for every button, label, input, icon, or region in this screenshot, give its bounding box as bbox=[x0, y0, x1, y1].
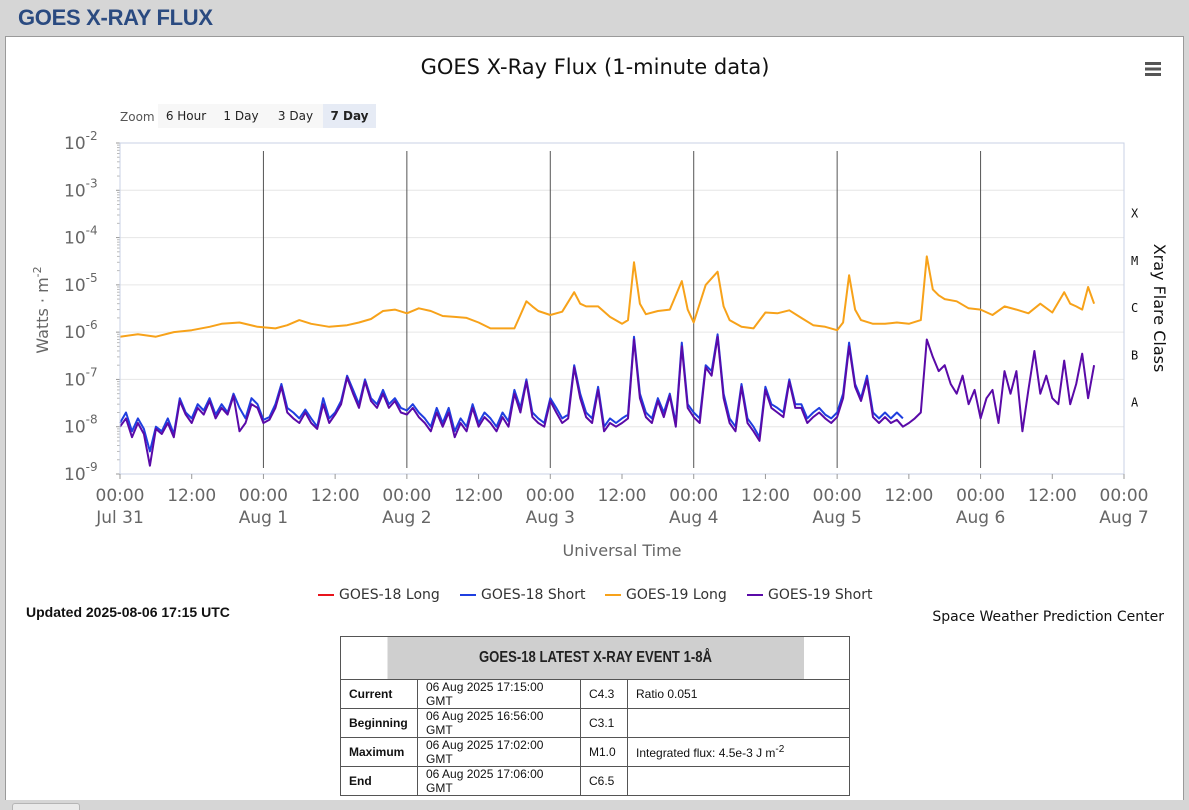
x-tick-date-label: Aug 2 bbox=[382, 508, 431, 528]
x-tick-label: 12:00 bbox=[454, 486, 503, 506]
footer-strip bbox=[0, 800, 1189, 808]
x-tick-label: 00:00 bbox=[813, 486, 862, 506]
x-tick-label: 00:00 bbox=[96, 486, 145, 506]
x-tick-label: 00:00 bbox=[669, 486, 718, 506]
y-axis-ticks: 10-2 10-3 10-4 10-5 10-6 10-7 10-8 10-9 bbox=[64, 129, 98, 485]
page-title: GOES X-RAY FLUX bbox=[18, 5, 213, 30]
page-header: GOES X-RAY FLUX bbox=[0, 0, 1189, 36]
updated-timestamp: Updated 2025-08-06 17:15 UTC bbox=[26, 604, 230, 620]
event-row-label: Beginning bbox=[340, 708, 418, 738]
event-row-note: Integrated flux: 4.5e-3 J m-2 bbox=[627, 737, 850, 767]
table-row: Maximum 06 Aug 2025 17:02:00 GMT M1.0 In… bbox=[340, 737, 850, 767]
table-row: End 06 Aug 2025 17:06:00 GMT C6.5 bbox=[340, 766, 850, 796]
x-tick-label: 00:00 bbox=[956, 486, 1005, 506]
event-row-class: C3.1 bbox=[580, 708, 628, 738]
event-row-class: M1.0 bbox=[580, 737, 628, 767]
integrated-flux-unit-exponent: -2 bbox=[775, 744, 785, 755]
flare-class-label: X bbox=[1131, 207, 1139, 221]
y-tick-label: 10-7 bbox=[64, 365, 98, 390]
y-tick-label: 10-8 bbox=[64, 413, 98, 438]
svg-text:7 Day: 7 Day bbox=[330, 109, 368, 123]
y-tick-label: 10-9 bbox=[64, 460, 98, 485]
event-row-time: 06 Aug 2025 17:02:00 GMT bbox=[417, 737, 581, 767]
flare-class-label: M bbox=[1131, 254, 1138, 268]
event-row-note bbox=[627, 708, 850, 738]
event-row-note bbox=[627, 766, 850, 796]
series-layer bbox=[119, 255, 1096, 467]
y-tick-label: 10-6 bbox=[64, 318, 98, 343]
table-row: Beginning 06 Aug 2025 16:56:00 GMT C3.1 bbox=[340, 708, 850, 738]
series-line-goes-19-long bbox=[119, 255, 1096, 338]
flare-class-axis-title: Xray Flare Class bbox=[1150, 244, 1169, 373]
legend-item-goes-19-short[interactable]: GOES-19 Short bbox=[747, 587, 873, 603]
flare-class-label: B bbox=[1131, 348, 1138, 362]
x-tick-label: 12:00 bbox=[1028, 486, 1077, 506]
event-row-class: C4.3 bbox=[580, 679, 628, 709]
x-tick-label: 00:00 bbox=[239, 486, 288, 506]
event-row-time: 06 Aug 2025 16:56:00 GMT bbox=[417, 708, 581, 738]
series-line-goes-19-short bbox=[119, 335, 1096, 467]
svg-text:GOES-19 Long: GOES-19 Long bbox=[626, 587, 727, 603]
flare-class-label: C bbox=[1131, 301, 1138, 315]
x-axis-title: Universal Time bbox=[562, 541, 681, 560]
legend-item-goes-19-long[interactable]: GOES-19 Long bbox=[605, 587, 727, 603]
legend: GOES-18 Long GOES-18 Short GOES-19 Long GOE… bbox=[318, 587, 873, 603]
x-tick-date-label: Aug 3 bbox=[526, 508, 575, 528]
x-tick-label: 12:00 bbox=[311, 486, 360, 506]
zoom-button-7-day[interactable]: 7 Day bbox=[323, 104, 376, 128]
zoom-label: Zoom bbox=[120, 110, 155, 124]
zoom-selector: Zoom 6 Hour 1 Day 3 Day 7 Day bbox=[120, 104, 376, 128]
table-row: Current 06 Aug 2025 17:15:00 GMT C4.3 Ra… bbox=[340, 679, 850, 709]
x-tick-date-label: Aug 7 bbox=[1099, 508, 1148, 528]
zoom-button-6-hour[interactable]: 6 Hour bbox=[158, 104, 214, 128]
integrated-flux-text: Integrated flux: 4.5e-3 J m bbox=[636, 746, 776, 760]
event-table-title: GOES-18 LATEST X-RAY EVENT 1-8Å bbox=[385, 636, 805, 680]
credit-text: Space Weather Prediction Center bbox=[932, 609, 1164, 625]
svg-text:3 Day: 3 Day bbox=[278, 109, 313, 123]
y-axis-title: Watts · m-2 bbox=[31, 266, 52, 353]
y-tick-label: 10-4 bbox=[64, 224, 98, 249]
event-row-class: C6.5 bbox=[580, 766, 628, 796]
y-tick-label: 10-3 bbox=[64, 176, 98, 201]
event-row-note: Ratio 0.051 bbox=[627, 679, 850, 709]
zoom-button-1-day[interactable]: 1 Day bbox=[214, 104, 268, 128]
svg-text:GOES-19 Short: GOES-19 Short bbox=[768, 587, 873, 603]
y-tick-label: 10-5 bbox=[64, 271, 98, 296]
x-tick-date-label: Aug 6 bbox=[956, 508, 1005, 528]
zoom-button-3-day[interactable]: 3 Day bbox=[268, 104, 323, 128]
xray-event-table: GOES-18 LATEST X-RAY EVENT 1-8Å Current … bbox=[340, 636, 850, 796]
svg-text:GOES-18 Short: GOES-18 Short bbox=[481, 587, 586, 603]
y-tick-label: 10-2 bbox=[64, 129, 98, 154]
hamburger-menu-icon[interactable] bbox=[1140, 56, 1166, 80]
x-tick-label: 12:00 bbox=[741, 486, 790, 506]
x-tick-date-label: Jul 31 bbox=[95, 508, 144, 528]
legend-item-goes-18-long[interactable]: GOES-18 Long bbox=[318, 587, 440, 603]
x-tick-label: 00:00 bbox=[1100, 486, 1149, 506]
flare-class-labels: X M C B A bbox=[1131, 207, 1139, 410]
event-row-label: Current bbox=[340, 679, 418, 709]
x-tick-date-label: Aug 1 bbox=[239, 508, 288, 528]
x-tick-date-label: Aug 5 bbox=[812, 508, 861, 528]
x-tick-date-label: Aug 4 bbox=[669, 508, 718, 528]
x-tick-label: 12:00 bbox=[167, 486, 216, 506]
plot-area bbox=[116, 142, 1125, 475]
event-row-label: End bbox=[340, 766, 418, 796]
legend-item-goes-18-short[interactable]: GOES-18 Short bbox=[460, 587, 586, 603]
event-row-label: Maximum bbox=[340, 737, 418, 767]
event-row-time: 06 Aug 2025 17:06:00 GMT bbox=[417, 766, 581, 796]
svg-text:1 Day: 1 Day bbox=[223, 109, 258, 123]
x-tick-label: 00:00 bbox=[526, 486, 575, 506]
flare-class-label: A bbox=[1131, 396, 1139, 410]
svg-text:GOES-18 Long: GOES-18 Long bbox=[339, 587, 440, 603]
footer-tab[interactable] bbox=[12, 803, 80, 810]
chart-title: GOES X-Ray Flux (1-minute data) bbox=[421, 55, 770, 79]
x-tick-label: 12:00 bbox=[884, 486, 933, 506]
x-tick-label: 00:00 bbox=[382, 486, 431, 506]
x-tick-label: 12:00 bbox=[598, 486, 647, 506]
event-row-time: 06 Aug 2025 17:15:00 GMT bbox=[417, 679, 581, 709]
svg-text:6 Hour: 6 Hour bbox=[166, 109, 206, 123]
